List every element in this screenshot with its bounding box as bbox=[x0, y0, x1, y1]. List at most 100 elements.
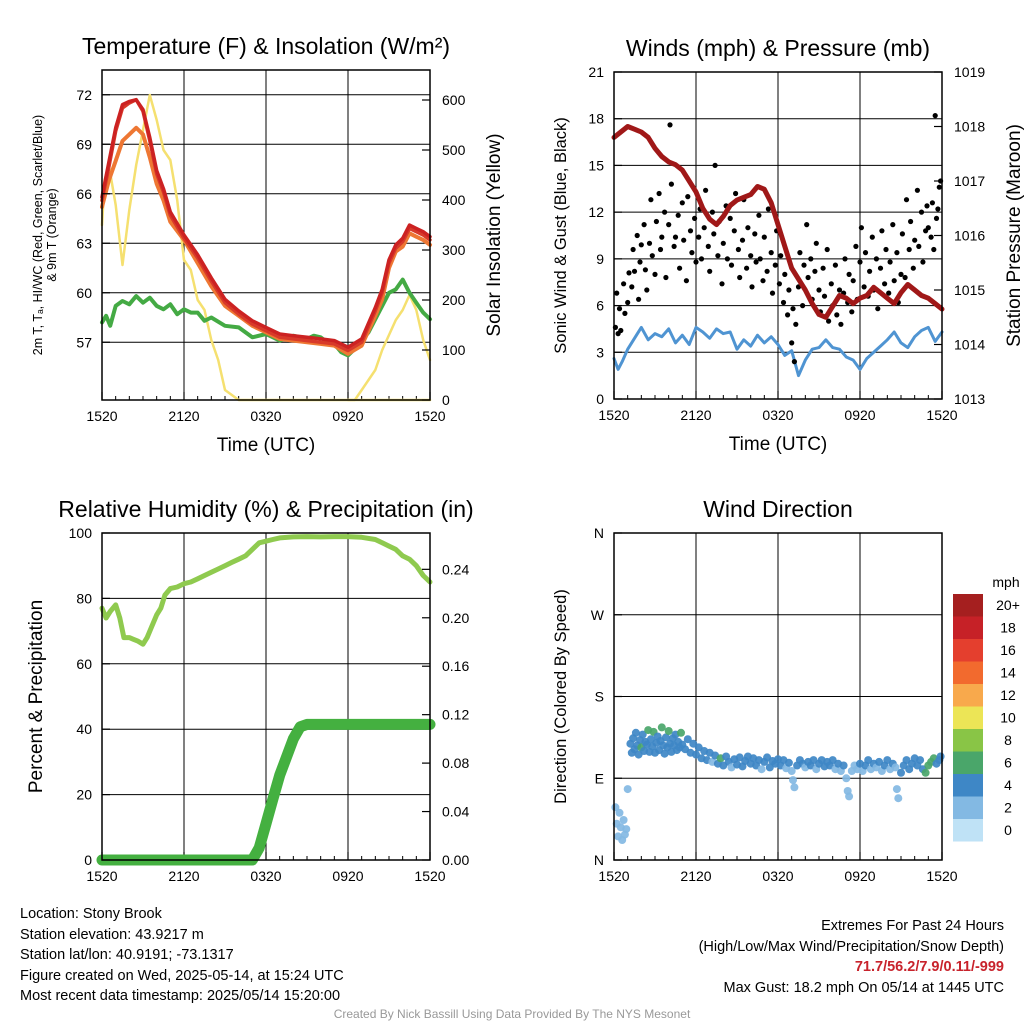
gust-point bbox=[666, 222, 672, 228]
x-tick-label: 1520 bbox=[598, 407, 629, 423]
y-tick-label: 0 bbox=[84, 852, 92, 868]
x-tick-label: 0920 bbox=[332, 868, 363, 884]
legend-label: 2 bbox=[1004, 800, 1012, 816]
gust-point bbox=[671, 243, 677, 249]
chart-title: Winds (mph) & Pressure (mb) bbox=[626, 35, 930, 61]
gust-point bbox=[764, 268, 770, 274]
gust-point bbox=[701, 225, 707, 231]
gust-point bbox=[760, 278, 766, 284]
x-tick-label: 1520 bbox=[86, 408, 117, 424]
gust-point bbox=[918, 209, 925, 215]
gust-point bbox=[804, 222, 810, 228]
y-tick-label: 3 bbox=[596, 344, 604, 360]
gust-point bbox=[719, 281, 725, 287]
gust-point bbox=[791, 359, 798, 365]
y-tick-label: 80 bbox=[76, 590, 92, 606]
x-axis-label: Time (UTC) bbox=[217, 435, 316, 456]
direction-point bbox=[622, 825, 631, 834]
gust-point bbox=[838, 321, 844, 327]
gust-point bbox=[696, 234, 702, 240]
gust-point bbox=[894, 250, 900, 256]
pressure-line bbox=[611, 124, 945, 320]
y2-tick-label: 600 bbox=[442, 92, 466, 108]
y2-axis-label: Solar Insolation (Yellow) bbox=[484, 133, 505, 336]
chart-title: Wind Direction bbox=[703, 496, 853, 522]
gust-point bbox=[834, 312, 840, 318]
gust-point bbox=[731, 228, 737, 234]
legend-label: 0 bbox=[1004, 822, 1012, 838]
x-tick-label: 1520 bbox=[926, 407, 957, 423]
y-tick-label: 69 bbox=[76, 136, 92, 152]
winds-chart: Winds (mph) & Pressure (mb) 1520 2120 0320 0… bbox=[552, 35, 1024, 455]
station-info: Location: Stony Brook Station elevation:… bbox=[20, 904, 344, 1007]
gust-point bbox=[622, 310, 628, 316]
gust-point bbox=[683, 278, 690, 284]
gust-point bbox=[687, 228, 694, 234]
y2-tick-label: 300 bbox=[442, 242, 466, 258]
y-tick-label: W bbox=[591, 607, 605, 623]
gust-point bbox=[786, 287, 792, 293]
gust-point bbox=[805, 274, 811, 281]
x-tick-label: 2120 bbox=[680, 407, 711, 423]
gust-point bbox=[877, 265, 884, 271]
gust-point bbox=[776, 281, 783, 287]
gust-point bbox=[711, 231, 717, 237]
chart-title: Temperature (F) & Insolation (W/m²) bbox=[82, 33, 450, 59]
y2-tick-label: 1017 bbox=[954, 173, 985, 189]
gust-point bbox=[790, 306, 796, 312]
gust-point bbox=[932, 113, 938, 119]
x-axis-label: Time (UTC) bbox=[729, 434, 828, 455]
gust-point bbox=[861, 284, 867, 290]
legend-swatch bbox=[953, 796, 983, 819]
direction-point bbox=[894, 794, 903, 803]
legend-swatch bbox=[953, 774, 983, 797]
gust-point bbox=[924, 203, 930, 209]
gust-point bbox=[906, 246, 912, 253]
gust-point bbox=[898, 271, 904, 277]
gust-point bbox=[709, 209, 716, 215]
y-tick-label: 18 bbox=[588, 111, 604, 127]
y-tick-label: 15 bbox=[588, 157, 604, 173]
gust-point bbox=[879, 228, 885, 234]
gust-point bbox=[902, 274, 908, 281]
gust-point bbox=[642, 267, 649, 273]
y-tick-label: 72 bbox=[76, 87, 92, 103]
gust-point bbox=[657, 246, 664, 253]
y-tick-label: 0 bbox=[596, 391, 604, 407]
gust-point bbox=[862, 250, 869, 256]
y-tick-label: 66 bbox=[76, 186, 92, 202]
gust-point bbox=[782, 271, 788, 277]
gust-point bbox=[846, 271, 852, 277]
gust-point bbox=[653, 218, 660, 225]
gust-point bbox=[808, 256, 814, 262]
solar-line bbox=[346, 293, 432, 402]
extremes-values: 71.7/56.2/7.9/0.11/-999 bbox=[854, 959, 1004, 975]
gust-point bbox=[925, 225, 931, 231]
gust-point bbox=[648, 197, 654, 203]
direction-point bbox=[615, 808, 624, 817]
gust-point bbox=[662, 209, 668, 215]
gust-point bbox=[875, 306, 881, 312]
gust-point bbox=[908, 218, 914, 225]
gust-point bbox=[816, 287, 822, 293]
direction-point bbox=[664, 727, 673, 735]
gust-point bbox=[836, 287, 843, 293]
gust-point bbox=[644, 287, 650, 293]
gust-point bbox=[667, 122, 673, 128]
direction-point bbox=[757, 765, 766, 774]
y2-tick-label: 0.24 bbox=[442, 561, 469, 577]
direction-point bbox=[677, 728, 685, 737]
created-text: Figure created on Wed, 2025-05-14, at 15… bbox=[20, 967, 344, 984]
gust-point bbox=[931, 246, 937, 253]
gust-point bbox=[929, 200, 936, 206]
legend-label: 8 bbox=[1004, 732, 1012, 748]
plot-border bbox=[101, 532, 431, 861]
y2-tick-label: 1018 bbox=[954, 119, 985, 135]
temperature-chart: Temperature (F) & Insolation (W/m²) 1520 2… bbox=[31, 33, 505, 456]
gust-point bbox=[869, 234, 875, 240]
legend-swatch bbox=[953, 616, 983, 639]
direction-point bbox=[839, 761, 848, 770]
legend-label: 4 bbox=[1004, 777, 1012, 793]
gust-point bbox=[883, 246, 889, 253]
